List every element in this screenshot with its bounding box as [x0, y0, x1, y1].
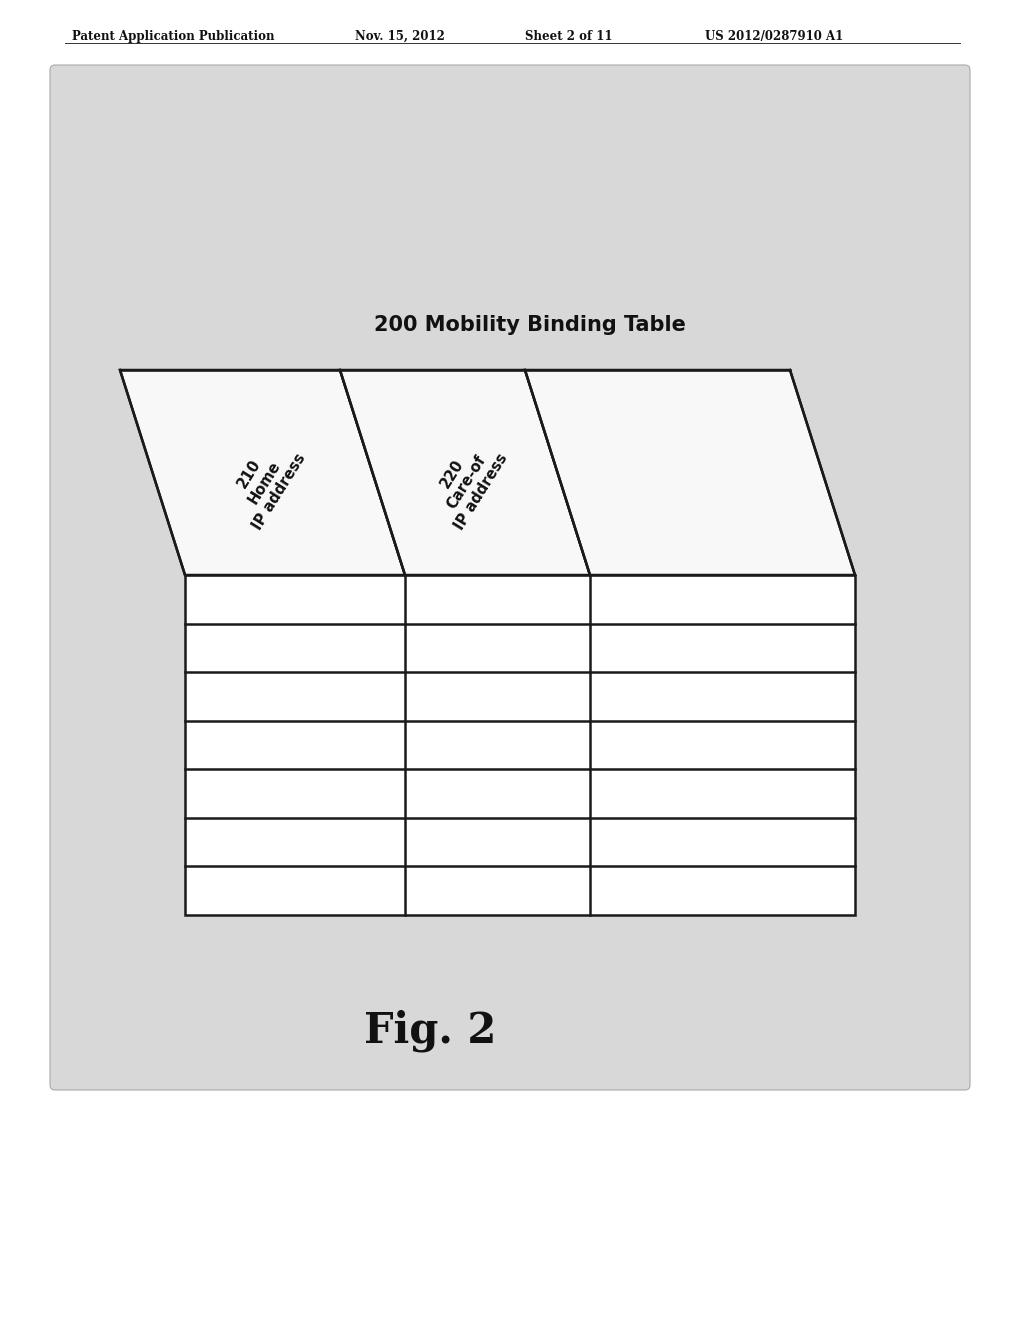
Polygon shape: [340, 370, 590, 576]
FancyBboxPatch shape: [50, 65, 970, 1090]
Text: 220
Care-of
IP address: 220 Care-of IP address: [423, 433, 511, 532]
Text: 200 Mobility Binding Table: 200 Mobility Binding Table: [374, 315, 686, 335]
Text: Patent Application Publication: Patent Application Publication: [72, 30, 274, 44]
Bar: [185, 576, 855, 915]
Text: Fig. 2: Fig. 2: [364, 1010, 497, 1052]
Text: US 2012/0287910 A1: US 2012/0287910 A1: [705, 30, 843, 44]
Polygon shape: [525, 370, 855, 576]
Text: Sheet 2 of 11: Sheet 2 of 11: [525, 30, 612, 44]
Text: 210
Home
IP address: 210 Home IP address: [220, 433, 308, 532]
Text: Nov. 15, 2012: Nov. 15, 2012: [355, 30, 444, 44]
Polygon shape: [120, 370, 406, 576]
